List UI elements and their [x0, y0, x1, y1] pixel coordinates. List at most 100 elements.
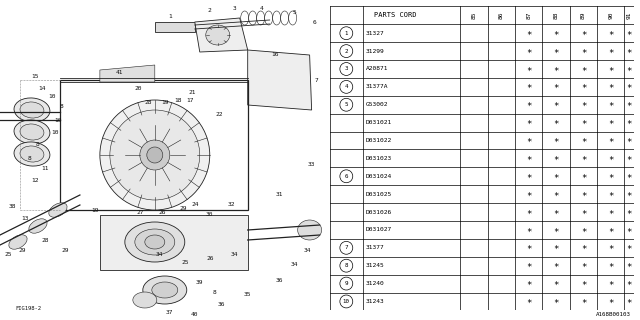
Text: 34: 34: [156, 252, 164, 258]
Text: 28: 28: [144, 100, 152, 105]
Ellipse shape: [14, 120, 50, 144]
Text: ∗: ∗: [608, 154, 614, 163]
Ellipse shape: [152, 282, 178, 298]
Text: ∗: ∗: [627, 29, 632, 38]
Text: 18: 18: [174, 98, 182, 102]
Ellipse shape: [14, 98, 50, 122]
Text: ∗: ∗: [580, 243, 586, 252]
Text: 34: 34: [291, 262, 298, 268]
Polygon shape: [195, 18, 248, 52]
Text: ∗: ∗: [580, 154, 586, 163]
Text: ∗: ∗: [580, 208, 586, 217]
Text: 35: 35: [244, 292, 252, 298]
Text: D031023: D031023: [366, 156, 392, 161]
Text: ∗: ∗: [526, 100, 531, 109]
Text: ∗: ∗: [608, 243, 614, 252]
Text: ∗: ∗: [627, 82, 632, 92]
Text: ∗: ∗: [580, 118, 586, 127]
Text: ∗: ∗: [554, 100, 559, 109]
Text: ∗: ∗: [526, 297, 531, 306]
Text: 4: 4: [344, 84, 348, 89]
Polygon shape: [248, 50, 312, 110]
Text: 7: 7: [344, 245, 348, 250]
Text: G53002: G53002: [366, 102, 388, 107]
Ellipse shape: [125, 222, 185, 262]
Text: 31245: 31245: [366, 263, 385, 268]
Ellipse shape: [9, 235, 27, 249]
Text: 37: 37: [166, 309, 173, 315]
Text: 40: 40: [191, 313, 198, 317]
Text: ∗: ∗: [526, 243, 531, 252]
Text: 8: 8: [60, 105, 64, 109]
Text: 87: 87: [526, 12, 531, 19]
Text: D031022: D031022: [366, 138, 392, 143]
Text: D031026: D031026: [366, 210, 392, 214]
Text: ∗: ∗: [554, 225, 559, 235]
Text: ∗: ∗: [627, 297, 632, 306]
Text: 6: 6: [344, 174, 348, 179]
Text: ∗: ∗: [627, 190, 632, 199]
Text: ∗: ∗: [580, 190, 586, 199]
Text: ∗: ∗: [526, 172, 531, 181]
Text: ∗: ∗: [608, 82, 614, 92]
Text: ∗: ∗: [627, 118, 632, 127]
Text: D031024: D031024: [366, 174, 392, 179]
Text: ∗: ∗: [580, 29, 586, 38]
Text: ∗: ∗: [580, 136, 586, 145]
Text: ∗: ∗: [554, 279, 559, 288]
Text: ∗: ∗: [608, 261, 614, 270]
Text: A168B00103: A168B00103: [595, 312, 630, 317]
Text: 19: 19: [161, 100, 168, 105]
Text: ∗: ∗: [627, 243, 632, 252]
Text: ∗: ∗: [554, 82, 559, 92]
Text: 20: 20: [134, 85, 141, 91]
Ellipse shape: [205, 25, 230, 45]
Text: 7: 7: [315, 77, 319, 83]
Text: 25: 25: [4, 252, 12, 258]
Text: ∗: ∗: [627, 225, 632, 235]
Ellipse shape: [100, 100, 210, 210]
Text: ∗: ∗: [627, 100, 632, 109]
Text: 10: 10: [51, 131, 59, 135]
Text: ∗: ∗: [554, 297, 559, 306]
Text: 89: 89: [581, 12, 586, 19]
Text: ∗: ∗: [580, 225, 586, 235]
Text: 36: 36: [218, 302, 225, 308]
Text: ∗: ∗: [608, 172, 614, 181]
Text: ∗: ∗: [580, 82, 586, 92]
Text: ∗: ∗: [627, 47, 632, 56]
Text: 26: 26: [206, 255, 214, 260]
Text: 11: 11: [41, 165, 49, 171]
Text: ∗: ∗: [580, 65, 586, 74]
Text: ∗: ∗: [580, 172, 586, 181]
Text: A20871: A20871: [366, 67, 388, 71]
Ellipse shape: [49, 203, 67, 217]
Text: 13: 13: [21, 215, 29, 220]
Text: 5: 5: [344, 102, 348, 107]
Ellipse shape: [135, 229, 175, 255]
Text: ∗: ∗: [526, 47, 531, 56]
Text: 27: 27: [136, 210, 143, 214]
Text: FIG198-2: FIG198-2: [15, 306, 41, 310]
Text: 31299: 31299: [366, 49, 385, 54]
Text: ∗: ∗: [554, 65, 559, 74]
Text: ∗: ∗: [526, 208, 531, 217]
Text: 1: 1: [168, 14, 172, 20]
Text: 34: 34: [231, 252, 239, 258]
Text: 5: 5: [292, 10, 296, 14]
Text: ∗: ∗: [608, 279, 614, 288]
Text: 8: 8: [28, 156, 32, 161]
Polygon shape: [100, 215, 248, 270]
Text: 90: 90: [608, 12, 613, 19]
Text: ∗: ∗: [554, 136, 559, 145]
Text: ∗: ∗: [608, 190, 614, 199]
Text: ∗: ∗: [608, 225, 614, 235]
Ellipse shape: [29, 219, 47, 233]
Text: ∗: ∗: [580, 261, 586, 270]
Text: ∗: ∗: [627, 208, 632, 217]
Text: 34: 34: [304, 247, 312, 252]
Text: 6: 6: [313, 20, 317, 25]
Text: ∗: ∗: [627, 154, 632, 163]
Text: 28: 28: [41, 237, 49, 243]
Text: ∗: ∗: [627, 261, 632, 270]
